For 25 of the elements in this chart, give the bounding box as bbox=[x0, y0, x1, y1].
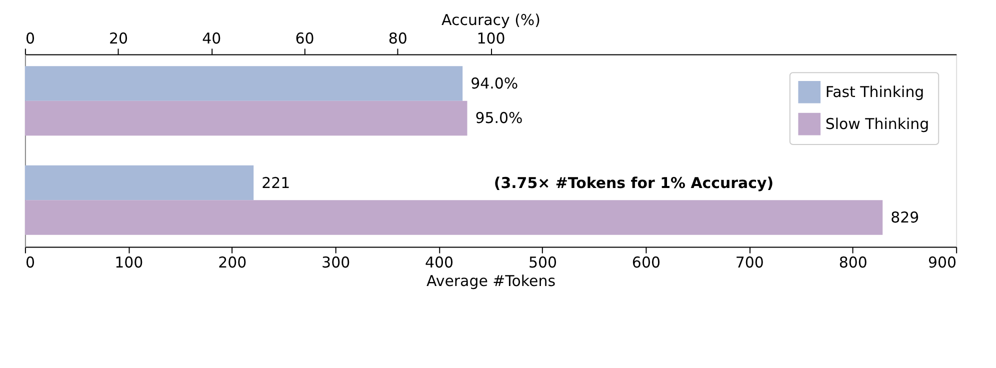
legend-label: Fast Thinking bbox=[825, 83, 924, 102]
data-label: 829 bbox=[890, 208, 920, 227]
x-tick-label: 0 bbox=[25, 253, 35, 272]
x-tick-label: 500 bbox=[528, 253, 558, 272]
x2-tick-label: 0 bbox=[25, 30, 35, 48]
x-tick-label: 100 bbox=[114, 253, 144, 272]
x-tick-label: 800 bbox=[838, 253, 868, 272]
data-label: 221 bbox=[262, 174, 290, 192]
data-label: 95.0% bbox=[475, 109, 523, 128]
x-tick-label: 700 bbox=[735, 253, 764, 272]
x2-tick-label: 20 bbox=[109, 30, 128, 48]
x-tick-label: 600 bbox=[632, 253, 660, 272]
x2-tick-label: 80 bbox=[388, 30, 408, 48]
x-axis-title: Average #Tokens bbox=[426, 272, 556, 290]
x-tick-label: 200 bbox=[218, 253, 247, 272]
x2-axis-title: Accuracy (%) bbox=[442, 10, 540, 29]
x-tick-label: 300 bbox=[322, 253, 350, 272]
x-tick-label: 400 bbox=[425, 253, 454, 272]
x2-tick-label: 60 bbox=[295, 30, 314, 48]
x-tick-label: 900 bbox=[928, 253, 957, 272]
data-label: 94.0% bbox=[470, 74, 518, 92]
x2-tick-label: 100 bbox=[476, 30, 506, 48]
annotation: (3.75× #Tokens for 1% Accuracy) bbox=[494, 174, 774, 192]
legend-label: Slow Thinking bbox=[825, 115, 930, 134]
x2-tick-label: 40 bbox=[202, 30, 222, 48]
